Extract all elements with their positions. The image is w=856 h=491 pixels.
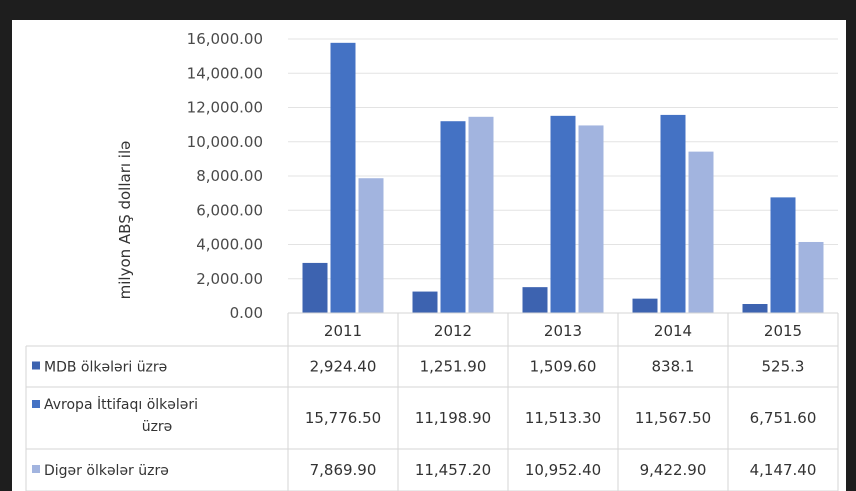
- bar: [550, 115, 576, 313]
- data-label: 1,251.90: [420, 358, 487, 376]
- bar: [330, 42, 356, 313]
- data-label: 9,422.90: [640, 461, 707, 479]
- y-tick-label: 10,000.00: [187, 133, 263, 151]
- legend-key: [32, 361, 40, 370]
- bar: [412, 291, 438, 313]
- data-label: 6,751.60: [750, 409, 817, 427]
- data-label: 4,147.40: [750, 461, 817, 479]
- y-tick-label: 12,000.00: [187, 99, 263, 117]
- category-label: 2013: [544, 322, 582, 340]
- y-tick-label: 2,000.00: [196, 270, 263, 288]
- data-label: 15,776.50: [305, 409, 381, 427]
- data-label: 11,567.50: [635, 409, 711, 427]
- bar: [440, 121, 466, 313]
- bar-chart: 0.00 2,000.00 4,000.00 6,000.00 8,000.00 10,0…: [25, 30, 839, 491]
- bar: [770, 197, 796, 313]
- bar: [632, 298, 658, 313]
- bar: [578, 125, 604, 313]
- data-label: 525.3: [762, 358, 805, 376]
- data-label: 838.1: [652, 358, 695, 376]
- bar: [660, 114, 686, 314]
- bar: [358, 178, 384, 313]
- y-tick-label: 6,000.00: [196, 201, 263, 219]
- bar: [742, 304, 768, 313]
- y-tick-label: 14,000.00: [187, 64, 263, 82]
- data-label: 11,513.30: [525, 409, 601, 427]
- data-table: 2011 2012 2013 2014 2015 MDB ölkələri üzrə 2,9…: [25, 312, 839, 491]
- bar: [468, 116, 494, 314]
- bar: [302, 262, 328, 313]
- legend-key: [32, 465, 40, 473]
- series-name: Digər ölkələr üzrə: [44, 463, 169, 479]
- data-label: 7,869.90: [310, 461, 377, 479]
- data-label: 1,509.60: [530, 358, 597, 376]
- y-tick-label: 16,000.00: [187, 30, 263, 48]
- data-label: 11,457.20: [415, 461, 491, 479]
- data-label: 10,952.40: [525, 461, 601, 479]
- category-label: 2014: [654, 322, 692, 340]
- bars: [302, 42, 824, 314]
- chart-panel: 0.00 2,000.00 4,000.00 6,000.00 8,000.00 10,0…: [12, 20, 846, 491]
- bar: [798, 241, 824, 313]
- legend-key: [32, 400, 40, 408]
- bar: [688, 151, 714, 313]
- y-axis-label: milyon ABŞ dolları ilə: [116, 141, 134, 300]
- bar: [522, 287, 548, 313]
- series-name: MDB ölkələri üzrə: [44, 360, 167, 376]
- category-label: 2012: [434, 322, 472, 340]
- y-tick-label: 0.00: [230, 304, 263, 322]
- series-name: Avropa İttifaqı ölkələri üzrə: [44, 395, 198, 435]
- y-tick-labels: 0.00 2,000.00 4,000.00 6,000.00 8,000.00 10,0…: [187, 30, 263, 322]
- data-label: 11,198.90: [415, 409, 491, 427]
- category-label: 2011: [324, 322, 362, 340]
- y-tick-label: 4,000.00: [196, 236, 263, 254]
- category-label: 2015: [764, 322, 802, 340]
- data-label: 2,924.40: [310, 358, 377, 376]
- y-tick-label: 8,000.00: [196, 167, 263, 185]
